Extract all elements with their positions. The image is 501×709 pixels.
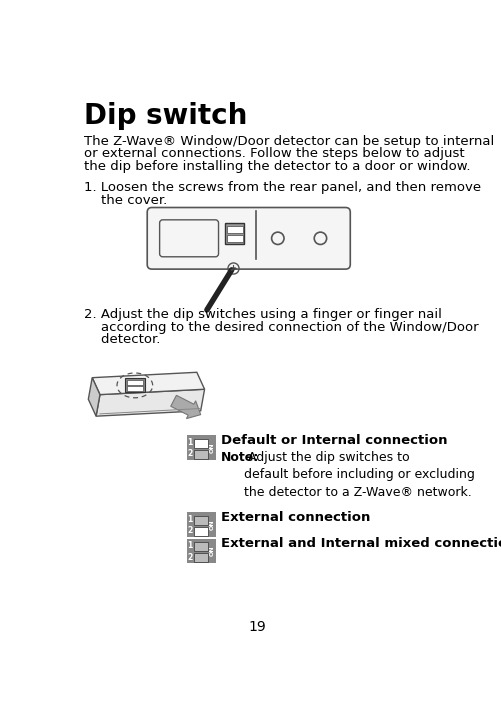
Text: 1: 1 bbox=[187, 515, 192, 524]
Text: 2: 2 bbox=[187, 552, 192, 562]
Text: or external connections. Follow the steps below to adjust: or external connections. Follow the step… bbox=[84, 147, 464, 160]
Text: External connection: External connection bbox=[220, 511, 370, 524]
Polygon shape bbox=[92, 372, 204, 395]
Polygon shape bbox=[96, 389, 204, 416]
Bar bbox=[186, 435, 216, 460]
Text: Default or Internal connection: Default or Internal connection bbox=[220, 434, 446, 447]
Bar bbox=[127, 386, 142, 391]
Text: detector.: detector. bbox=[84, 333, 160, 346]
Text: ON: ON bbox=[209, 546, 214, 557]
Text: 2. Adjust the dip switches using a finger or finger nail: 2. Adjust the dip switches using a finge… bbox=[84, 308, 441, 321]
FancyBboxPatch shape bbox=[159, 220, 218, 257]
Text: 1: 1 bbox=[187, 438, 192, 447]
Text: the dip before installing the detector to a door or window.: the dip before installing the detector t… bbox=[84, 160, 470, 173]
Bar bbox=[193, 450, 208, 459]
Text: The Z-Wave® Window/Door detector can be setup to internal: The Z-Wave® Window/Door detector can be … bbox=[84, 135, 493, 148]
Bar bbox=[186, 539, 216, 563]
Bar bbox=[226, 235, 242, 242]
FancyBboxPatch shape bbox=[147, 208, 350, 269]
Bar bbox=[225, 223, 243, 245]
Text: 2: 2 bbox=[187, 526, 192, 535]
Text: Note:: Note: bbox=[220, 451, 259, 464]
Text: ON: ON bbox=[209, 442, 214, 453]
Bar bbox=[127, 380, 142, 384]
Bar bbox=[193, 440, 208, 448]
Bar bbox=[226, 226, 242, 233]
Text: Adjust the dip switches to
default before including or excluding
the detector to: Adjust the dip switches to default befor… bbox=[243, 451, 474, 499]
Text: 1: 1 bbox=[187, 541, 192, 550]
Bar bbox=[186, 513, 216, 537]
Text: 2: 2 bbox=[187, 450, 192, 459]
Polygon shape bbox=[88, 378, 100, 416]
Text: Dip switch: Dip switch bbox=[84, 102, 247, 130]
Bar bbox=[193, 553, 208, 562]
Text: ON: ON bbox=[209, 520, 214, 530]
Bar bbox=[193, 516, 208, 525]
Text: according to the desired connection of the Window/Door: according to the desired connection of t… bbox=[84, 320, 478, 334]
Bar bbox=[193, 542, 208, 551]
Bar bbox=[193, 527, 208, 535]
Text: 19: 19 bbox=[248, 620, 266, 635]
Bar bbox=[125, 379, 145, 392]
FancyArrow shape bbox=[170, 396, 200, 418]
Text: External and Internal mixed connection: External and Internal mixed connection bbox=[220, 537, 501, 550]
Text: the cover.: the cover. bbox=[84, 194, 167, 206]
Text: 1. Loosen the screws from the rear panel, and then remove: 1. Loosen the screws from the rear panel… bbox=[84, 182, 480, 194]
